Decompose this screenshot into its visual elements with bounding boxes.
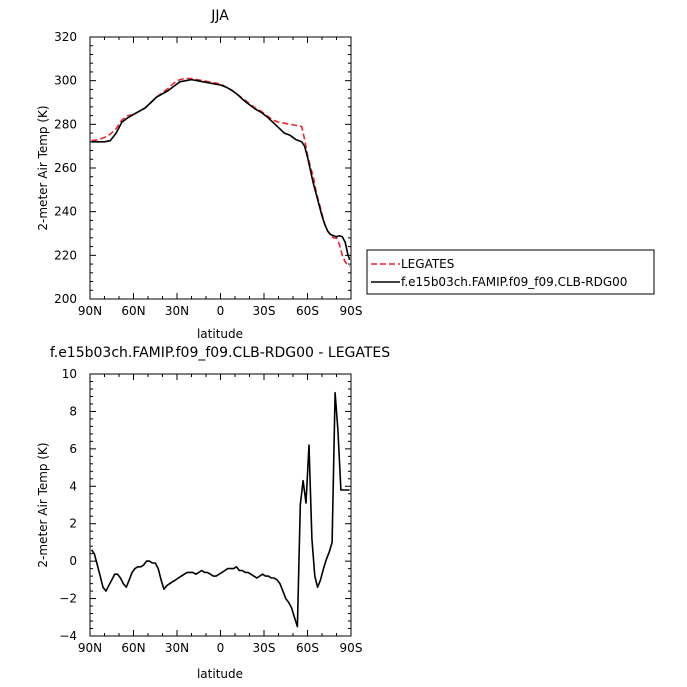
y-tick-label: 4 xyxy=(69,479,77,493)
x-tick-label: 60S xyxy=(296,641,319,655)
y-tick-label: 6 xyxy=(69,442,77,456)
chart-title: f.e15b03ch.FAMIP.f09_f09.CLB-RDG00 - LEG… xyxy=(50,345,390,361)
y-axis-label: 2-meter Air Temp (K) xyxy=(36,442,50,567)
y-tick-label: 10 xyxy=(62,367,77,381)
legend: LEGATES f.e15b03ch.FAMIP.f09_f09.CLB-RDG… xyxy=(366,249,655,295)
series-layer xyxy=(90,391,350,628)
x-tick-label: 90N xyxy=(78,641,102,655)
y-tick-label: 240 xyxy=(54,205,77,219)
x-tick-label: 0 xyxy=(217,304,225,318)
y-tick-label: 0 xyxy=(69,554,77,568)
x-tick-label: 90N xyxy=(78,304,102,318)
chart-title: JJA xyxy=(210,8,229,24)
tick-layer: 90N 60N 30N 0 30S 60S 90S 200 220 240 260 280 300 320 xyxy=(54,30,362,318)
y-tick-label: 8 xyxy=(69,404,77,418)
x-axis-label: latitude xyxy=(197,667,243,681)
series-line-0 xyxy=(90,391,350,628)
x-axis-label: latitude xyxy=(197,327,243,341)
x-tick-label: 90S xyxy=(340,641,363,655)
x-tick-label: 0 xyxy=(217,641,225,655)
series-layer xyxy=(91,77,351,267)
legend-box xyxy=(366,249,655,295)
y-tick-label: 200 xyxy=(54,292,77,306)
y-tick-label: 260 xyxy=(54,161,77,175)
top-panel: JJA 2-meter Air Temp (K) latitude 90N 60N… xyxy=(36,8,362,341)
x-tick-label: 30S xyxy=(253,641,276,655)
x-tick-label: 60N xyxy=(121,641,145,655)
x-tick-label: 60N xyxy=(121,304,145,318)
x-tick-label: 30N xyxy=(165,304,189,318)
x-tick-label: 30S xyxy=(253,304,276,318)
y-tick-label: 320 xyxy=(54,30,77,44)
x-tick-label: 30N xyxy=(165,641,189,655)
x-tick-label: 90S xyxy=(340,304,363,318)
y-tick-label: −2 xyxy=(59,592,77,606)
tick-layer: 90N 60N 30N 0 30S 60S 90S −4 −2 0 2 4 6 8 10 xyxy=(59,367,362,655)
bottom-panel: f.e15b03ch.FAMIP.f09_f09.CLB-RDG00 - LEG… xyxy=(36,345,390,681)
y-tick-label: 220 xyxy=(54,248,77,262)
y-tick-label: 300 xyxy=(54,74,77,88)
y-tick-label: 2 xyxy=(69,517,77,531)
y-tick-label: 280 xyxy=(54,117,77,131)
y-axis-label: 2-meter Air Temp (K) xyxy=(36,105,50,230)
legend-label-model: f.e15b03ch.FAMIP.f09_f09.CLB-RDG00 xyxy=(401,275,627,289)
legend-label-legates: LEGATES xyxy=(401,257,454,271)
x-tick-label: 60S xyxy=(296,304,319,318)
plot-frame xyxy=(89,36,352,300)
series-line-1 xyxy=(91,78,351,260)
plot-frame xyxy=(89,373,352,637)
y-tick-label: −4 xyxy=(59,629,77,643)
